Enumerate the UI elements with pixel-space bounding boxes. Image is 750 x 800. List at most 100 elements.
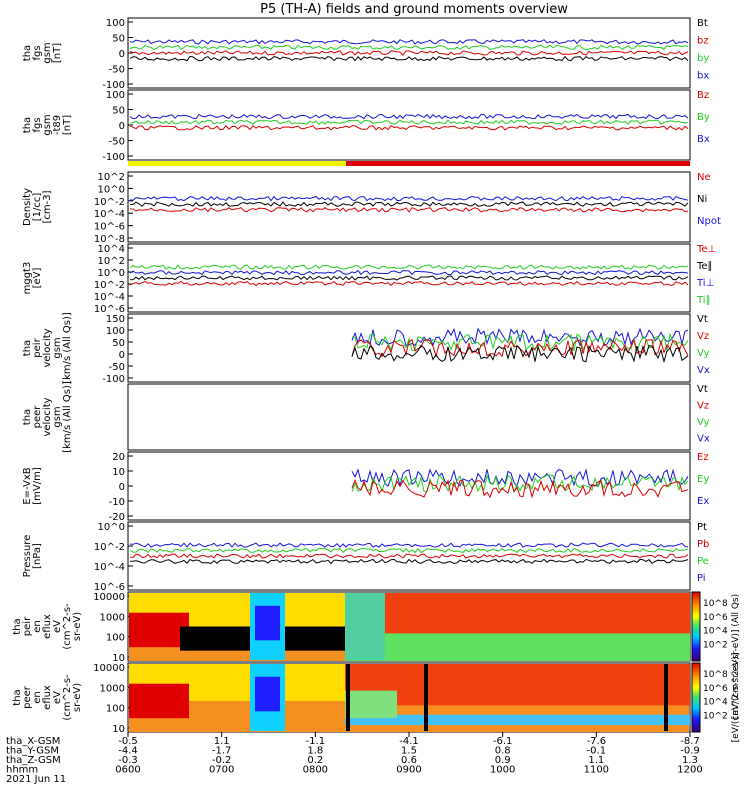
y-tick-label: 10^-2 bbox=[94, 542, 125, 553]
legend-Ti∥: Ti∥ bbox=[696, 295, 711, 306]
colorbar-tick: 10^8 bbox=[703, 599, 728, 609]
x-tick-label: 1100 bbox=[584, 765, 609, 776]
y-tick-label: 0 bbox=[119, 350, 125, 361]
legend-Bt: Bt bbox=[697, 18, 708, 29]
traces bbox=[351, 327, 689, 364]
x-tick-label: -1.1 bbox=[306, 736, 326, 747]
legend-Vt: Vt bbox=[697, 314, 708, 325]
y-tick-label: 10^-4 bbox=[94, 209, 125, 220]
colorbar-tick: 10^4 bbox=[703, 698, 728, 708]
x-tick-label: -8.7 bbox=[680, 736, 700, 747]
y-axis-label: mggt3 bbox=[22, 262, 33, 295]
figure-title: P5 (TH-A) fields and ground moments over… bbox=[260, 2, 568, 17]
y-axis-label: gsm bbox=[52, 406, 63, 427]
y-axis-label: gsm bbox=[42, 114, 53, 135]
legend-Ne: Ne bbox=[697, 172, 711, 183]
colorbar-tick: 10^2 bbox=[703, 711, 728, 721]
x-tick-label: 0800 bbox=[303, 765, 328, 776]
x-row-label: hhmm bbox=[6, 765, 38, 776]
x-row-label: tha_Y-GSM bbox=[6, 746, 59, 757]
colorbar bbox=[691, 591, 701, 662]
legend-Bz: Bz bbox=[697, 90, 709, 101]
x-tick-label: -7.6 bbox=[587, 736, 607, 747]
y-axis-label: tha bbox=[22, 340, 33, 356]
series-By bbox=[129, 119, 689, 125]
y-tick-label: 100 bbox=[106, 18, 125, 29]
y-axis-label: [eV] bbox=[32, 268, 43, 289]
x-tick-label: 0.8 bbox=[495, 746, 511, 757]
panel-frame bbox=[127, 383, 691, 451]
y-tick-label: 10000 bbox=[93, 592, 125, 603]
y-tick-label: 10^2 bbox=[98, 256, 125, 267]
y-tick-label: 100 bbox=[106, 326, 125, 337]
y-tick-label: 10^-8 bbox=[94, 234, 125, 245]
x-tick-label: 1.1 bbox=[588, 755, 604, 766]
y-tick-label: -10 bbox=[109, 497, 125, 508]
status-bar bbox=[128, 161, 690, 166]
y-axis-label: [nT] bbox=[62, 115, 73, 135]
panel-frame bbox=[127, 313, 691, 383]
colorbar-tick: 10^8 bbox=[703, 670, 728, 680]
panel-fgs-t89: 100 50 0 -50 -100 tha fgs gsm -t89 [nT] Bz By Bx bbox=[22, 89, 710, 163]
y-tick-label: 10 bbox=[112, 724, 125, 735]
y-tick-label: 100 bbox=[106, 90, 125, 101]
traces bbox=[351, 468, 689, 499]
y-tick-label: 10^-4 bbox=[94, 292, 125, 303]
series-Ne bbox=[129, 207, 689, 213]
y-tick-label: -50 bbox=[109, 137, 125, 148]
x-tick-label: 1200 bbox=[677, 765, 702, 776]
legend-By: By bbox=[697, 112, 710, 123]
x-tick-label: -0.1 bbox=[587, 746, 607, 757]
y-axis-label: tha bbox=[22, 409, 33, 425]
y-tick-label: 10^-6 bbox=[94, 304, 125, 315]
colorbar bbox=[691, 662, 701, 733]
y-axis-label: gsm bbox=[42, 42, 53, 63]
legend-Ez: Ez bbox=[697, 452, 709, 463]
y-axis-label: tha bbox=[12, 689, 23, 705]
y-tick-label: 1000 bbox=[100, 612, 125, 623]
series-Vy bbox=[351, 332, 689, 353]
y-axis-label: [nT] bbox=[52, 43, 63, 63]
y-tick-label: -20 bbox=[109, 512, 125, 523]
y-tick-label: 10 bbox=[112, 653, 125, 664]
series-Te⊥ bbox=[129, 280, 689, 287]
traces bbox=[129, 113, 689, 131]
panel-frame bbox=[127, 89, 691, 161]
y-axis-label: fgs bbox=[32, 117, 43, 132]
x-tick-label: -6.1 bbox=[493, 736, 513, 747]
panel-frame bbox=[127, 171, 691, 243]
traces bbox=[129, 542, 689, 565]
y-axis-label: tha bbox=[12, 618, 23, 634]
series-Pe bbox=[129, 547, 689, 554]
x-row-label: tha_X-GSM bbox=[6, 736, 60, 747]
x-tick-label: 1.3 bbox=[682, 755, 698, 766]
x-tick-label: 0600 bbox=[115, 765, 140, 776]
series-bx bbox=[129, 39, 689, 45]
y-axis-label: peer bbox=[32, 405, 43, 429]
y-axis-label: [km/s (All Qs)] bbox=[62, 381, 73, 453]
y-tick-label: 10^0 bbox=[98, 522, 125, 533]
legend-Te∥: Te∥ bbox=[696, 261, 713, 272]
x-tick-label: -1.7 bbox=[212, 746, 232, 757]
y-axis-label: eflux bbox=[42, 685, 53, 710]
y-tick-label: 10^-6 bbox=[94, 582, 125, 593]
y-tick-label: 10000 bbox=[93, 663, 125, 674]
series-Bt bbox=[129, 55, 689, 62]
y-axis-label: tha bbox=[22, 45, 33, 61]
y-axis-label: peir bbox=[32, 337, 43, 357]
legend-Pb: Pb bbox=[697, 539, 709, 550]
traces bbox=[129, 264, 689, 287]
legend-Ti⊥: Ti⊥ bbox=[696, 278, 714, 289]
series-Te∥ bbox=[129, 275, 689, 281]
y-axis-label: -t89 bbox=[52, 115, 63, 135]
y-tick-label: -100 bbox=[102, 374, 125, 385]
legend-by: by bbox=[697, 53, 709, 64]
y-tick-label: 10^4 bbox=[98, 244, 125, 255]
y-tick-label: 10^-4 bbox=[94, 562, 125, 573]
legend-Te⊥: Te⊥ bbox=[696, 244, 716, 255]
series-Ti∥ bbox=[129, 264, 689, 270]
x-tick-label: 1000 bbox=[490, 765, 515, 776]
